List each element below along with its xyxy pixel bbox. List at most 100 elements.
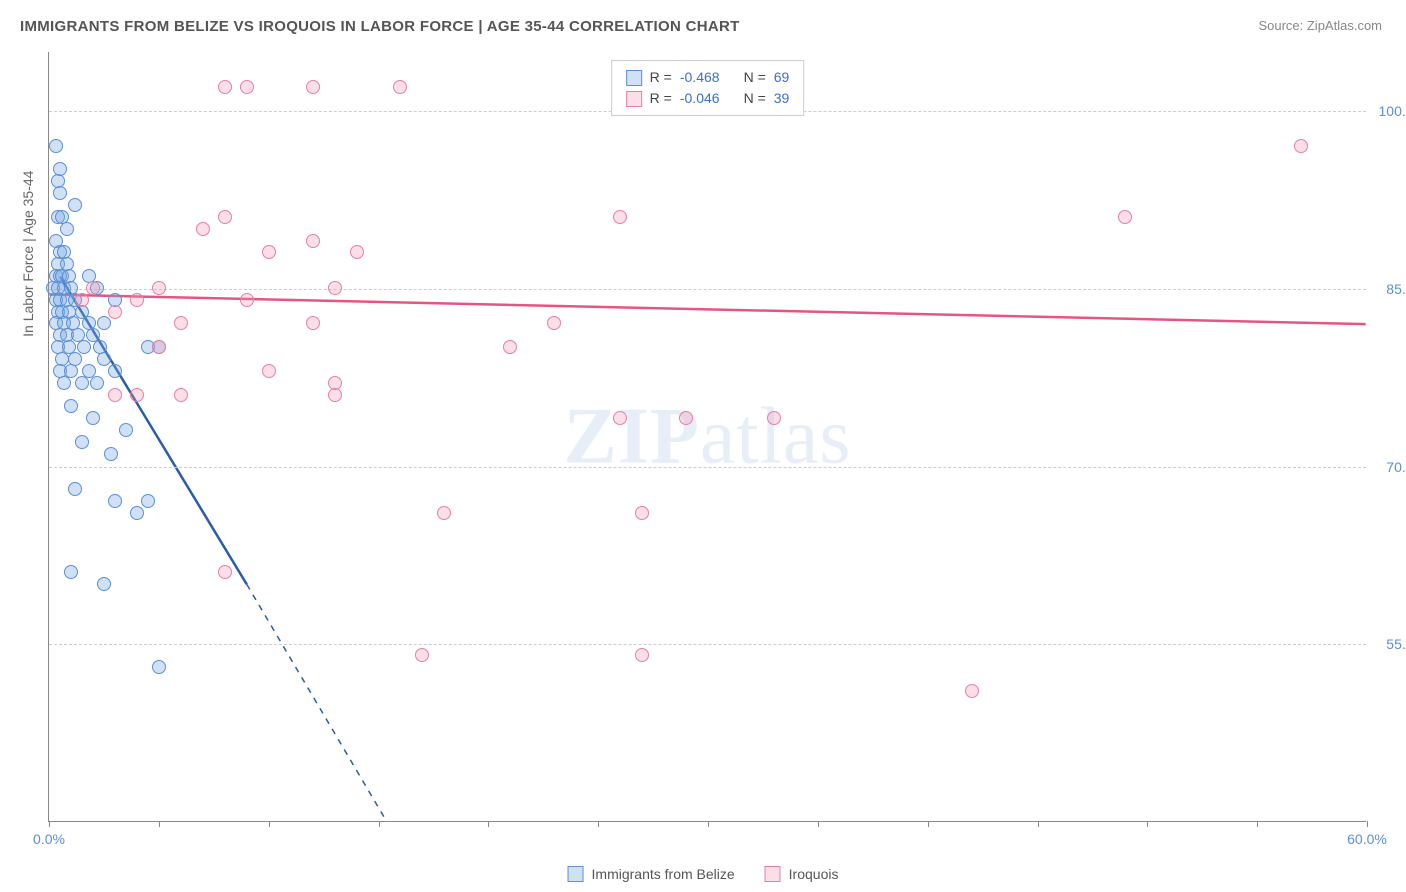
data-point (218, 565, 232, 579)
data-point (130, 293, 144, 307)
data-point (328, 281, 342, 295)
x-tick-label: 0.0% (33, 831, 65, 847)
data-point (306, 316, 320, 330)
data-point (108, 388, 122, 402)
data-point (130, 506, 144, 520)
data-point (218, 80, 232, 94)
trendlines-svg (49, 52, 1366, 821)
data-point (767, 411, 781, 425)
data-point (613, 210, 627, 224)
data-point (75, 376, 89, 390)
y-tick-label: 85.0% (1371, 281, 1406, 297)
x-tick (1147, 821, 1148, 827)
x-tick (1038, 821, 1039, 827)
data-point (152, 660, 166, 674)
legend-item-blue: Immigrants from Belize (568, 866, 735, 882)
data-point (75, 293, 89, 307)
data-point (328, 388, 342, 402)
legend-row-blue: R = -0.468 N = 69 (626, 67, 790, 88)
scatter-chart: R = -0.468 N = 69 R = -0.046 N = 39 ZIPa… (48, 52, 1366, 822)
data-point (679, 411, 693, 425)
swatch-blue-icon (568, 866, 584, 882)
gridline (49, 467, 1366, 468)
data-point (635, 648, 649, 662)
blue-r-value: -0.468 (680, 67, 720, 88)
data-point (240, 293, 254, 307)
data-point (68, 198, 82, 212)
data-point (262, 364, 276, 378)
gridline (49, 644, 1366, 645)
data-point (306, 234, 320, 248)
data-point (119, 423, 133, 437)
data-point (86, 281, 100, 295)
data-point (97, 577, 111, 591)
data-point (49, 139, 63, 153)
source-label: Source: ZipAtlas.com (1258, 18, 1382, 33)
data-point (64, 399, 78, 413)
data-point (97, 316, 111, 330)
data-point (262, 245, 276, 259)
data-point (1118, 210, 1132, 224)
y-tick-label: 70.0% (1371, 459, 1406, 475)
data-point (53, 186, 67, 200)
x-tick (1257, 821, 1258, 827)
y-axis-label: In Labor Force | Age 35-44 (20, 171, 36, 337)
data-point (174, 316, 188, 330)
y-tick-label: 100.0% (1371, 103, 1406, 119)
pink-n-value: 39 (774, 88, 790, 109)
x-tick-label: 60.0% (1347, 831, 1387, 847)
data-point (965, 684, 979, 698)
x-tick (928, 821, 929, 827)
watermark: ZIPatlas (564, 391, 852, 482)
blue-n-value: 69 (774, 67, 790, 88)
x-tick (1367, 821, 1368, 827)
gridline (49, 289, 1366, 290)
stat-n-label: N = (744, 67, 766, 88)
x-tick (269, 821, 270, 827)
legend-item-pink: Iroquois (765, 866, 839, 882)
y-tick-label: 55.0% (1371, 636, 1406, 652)
data-point (503, 340, 517, 354)
stat-n-label: N = (744, 88, 766, 109)
data-point (90, 376, 104, 390)
data-point (152, 281, 166, 295)
data-point (97, 352, 111, 366)
data-point (86, 411, 100, 425)
data-point (152, 340, 166, 354)
data-point (306, 80, 320, 94)
data-point (218, 210, 232, 224)
x-tick (379, 821, 380, 827)
x-tick (708, 821, 709, 827)
data-point (77, 340, 91, 354)
data-point (108, 494, 122, 508)
data-point (240, 80, 254, 94)
data-point (104, 447, 118, 461)
swatch-pink-icon (765, 866, 781, 882)
data-point (1294, 139, 1308, 153)
x-tick (598, 821, 599, 827)
blue-series-label: Immigrants from Belize (592, 866, 735, 882)
swatch-pink-icon (626, 91, 642, 107)
data-point (547, 316, 561, 330)
pink-r-value: -0.046 (680, 88, 720, 109)
data-point (68, 482, 82, 496)
stat-r-label: R = (650, 67, 672, 88)
x-tick (49, 821, 50, 827)
data-point (174, 388, 188, 402)
data-point (635, 506, 649, 520)
data-point (393, 80, 407, 94)
data-point (60, 222, 74, 236)
data-point (437, 506, 451, 520)
data-point (141, 494, 155, 508)
data-point (108, 305, 122, 319)
data-point (613, 411, 627, 425)
data-point (75, 435, 89, 449)
x-tick (159, 821, 160, 827)
pink-series-label: Iroquois (789, 866, 839, 882)
stat-r-label: R = (650, 88, 672, 109)
x-tick (488, 821, 489, 827)
data-point (130, 388, 144, 402)
data-point (196, 222, 210, 236)
data-point (350, 245, 364, 259)
data-point (415, 648, 429, 662)
